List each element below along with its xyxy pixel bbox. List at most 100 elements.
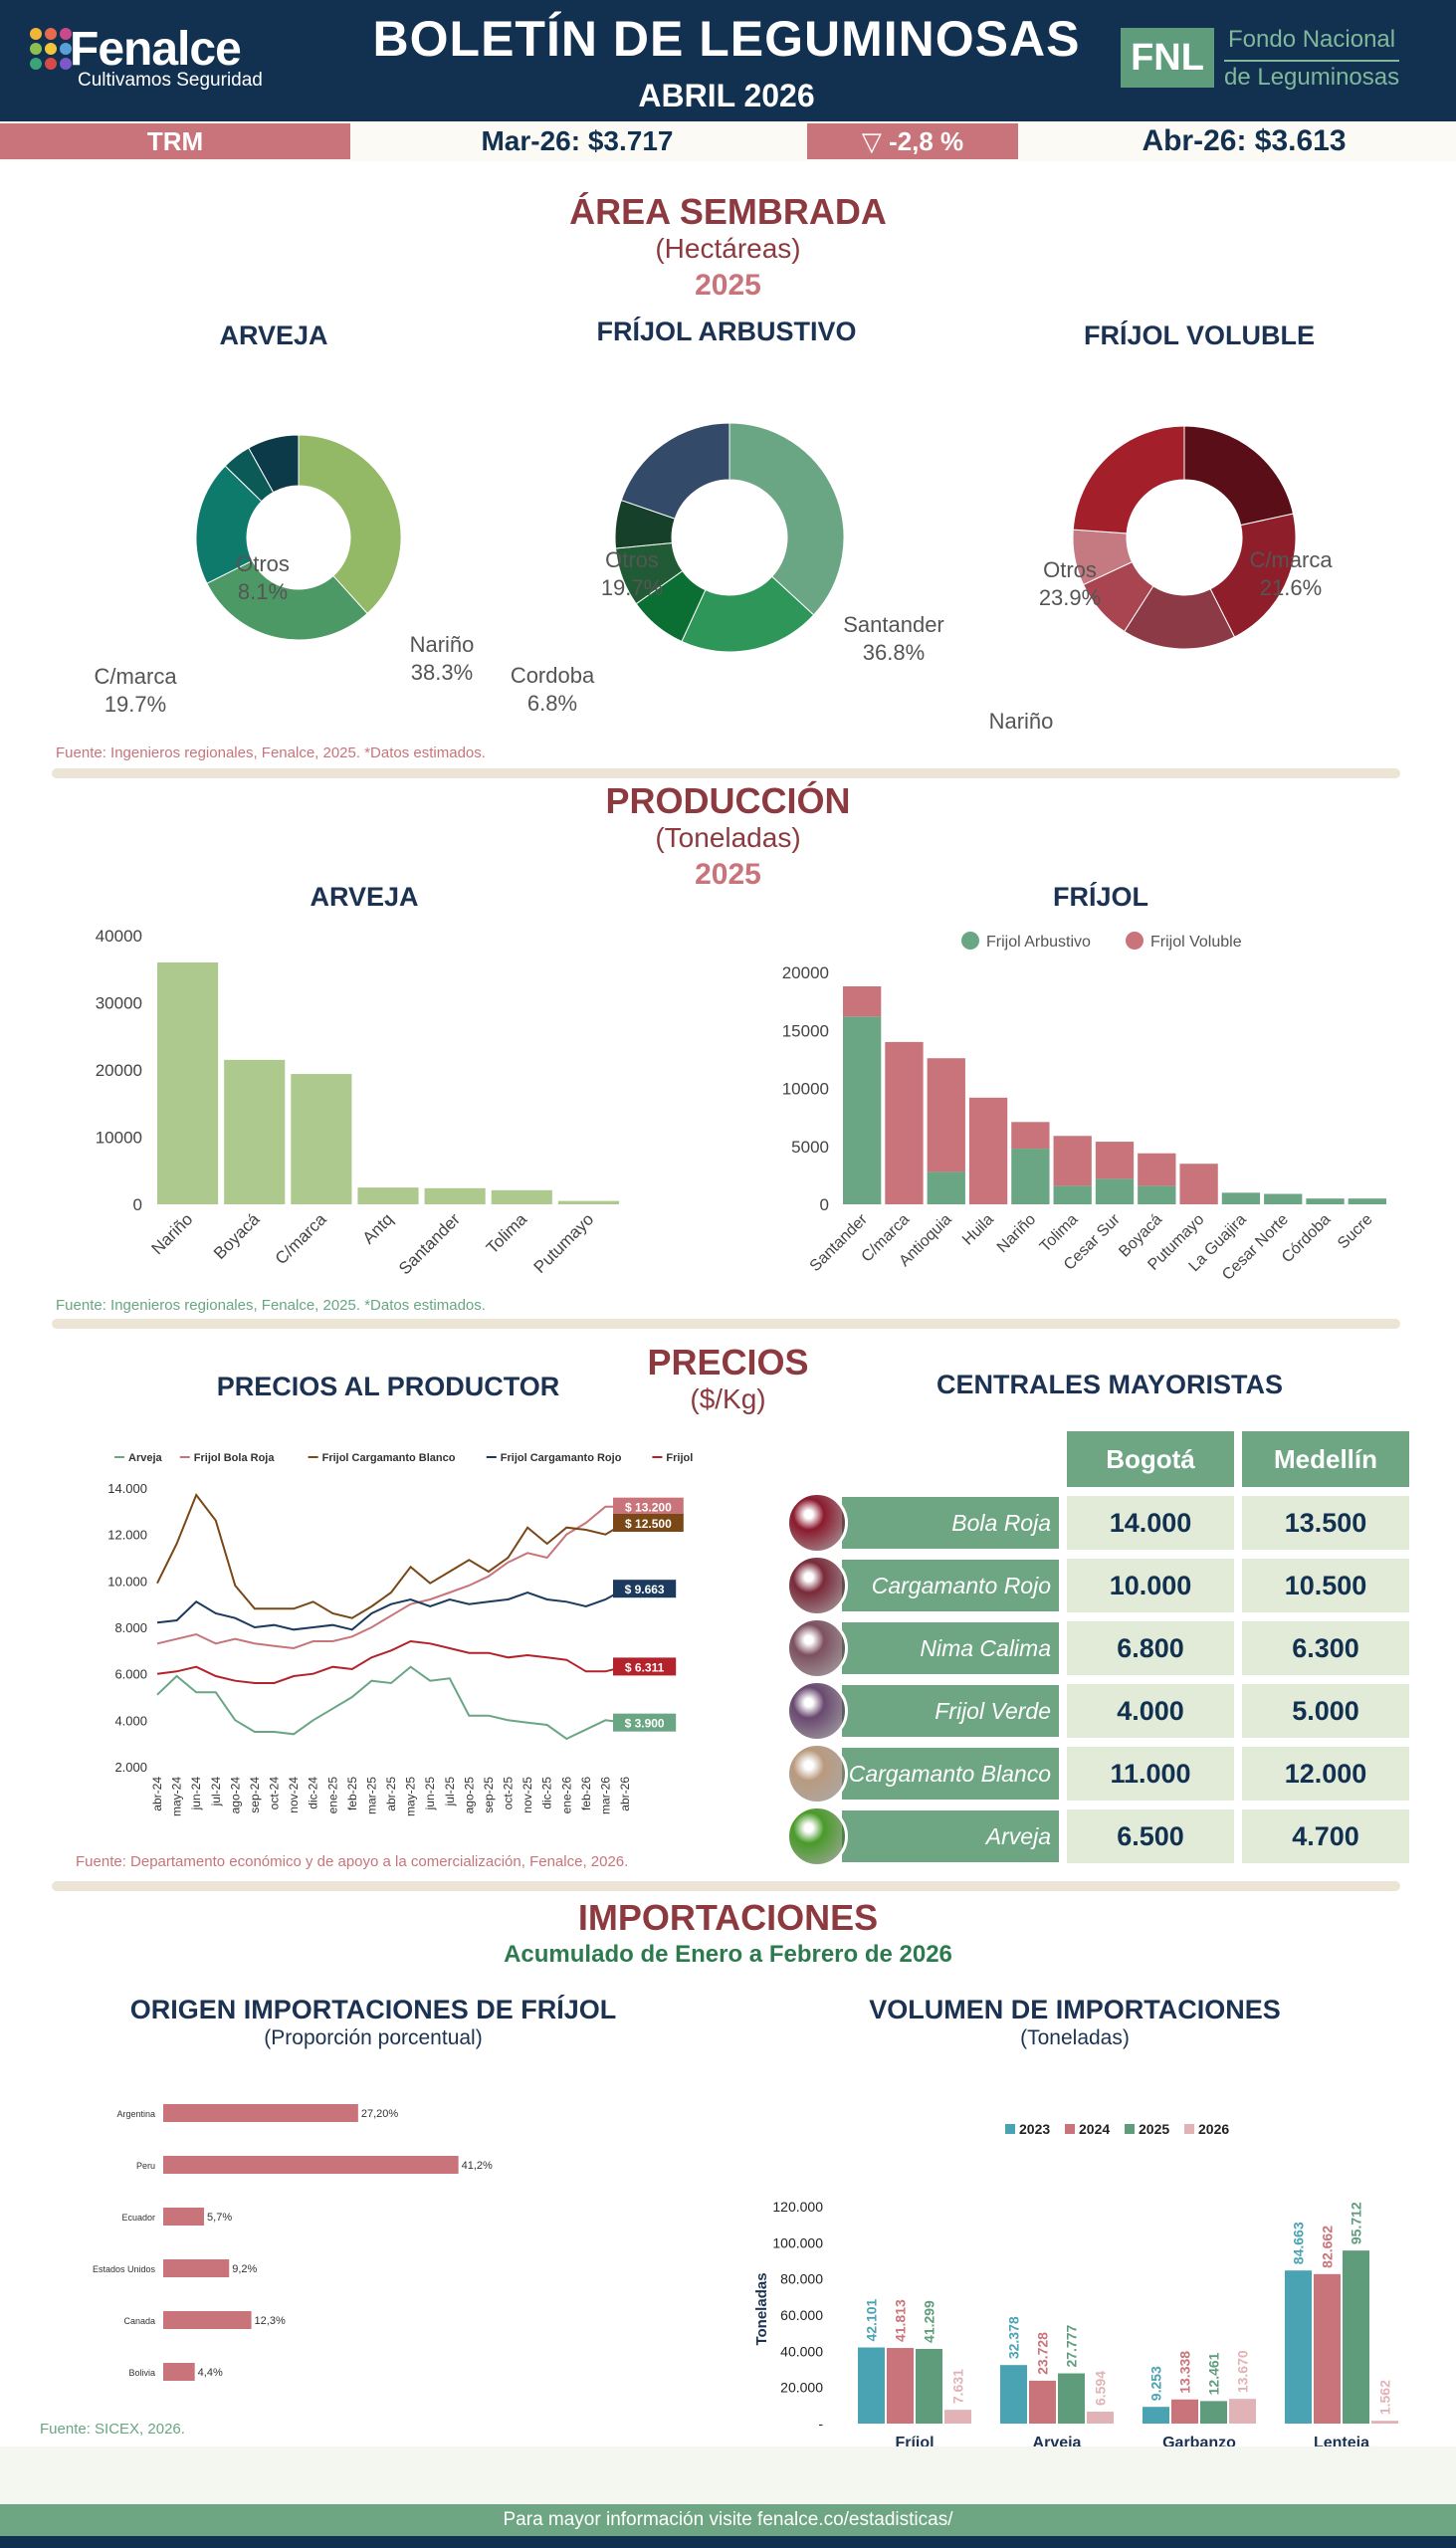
arbustivo-label-name: Otros xyxy=(605,547,659,572)
bean-thumbnail-icon xyxy=(786,1492,848,1554)
price-ytick: 8.000 xyxy=(114,1620,147,1635)
arveja-label-value: 19.7% xyxy=(104,692,166,717)
price-xtick: may-25 xyxy=(404,1777,418,1816)
price-legend-label: Frijol Nima Calima xyxy=(666,1452,697,1464)
price-xtick: jul-25 xyxy=(443,1777,457,1807)
wholesale-medellin-value: 13.500 xyxy=(1242,1496,1409,1550)
area-source: Fuente: Ingenieros regionales, Fenalce, … xyxy=(56,744,486,761)
volume-bar xyxy=(858,2347,885,2424)
imports-source: Fuente: SICEX, 2026. xyxy=(40,2421,185,2438)
volume-legend-swatch xyxy=(1065,2124,1075,2134)
arveja-slice xyxy=(195,465,263,584)
donut-frijol-arbustivo: Santander36.8%Nariño20%Córdoba8.3%Antq.8… xyxy=(511,422,944,716)
volume-value-label: 13.670 xyxy=(1235,2350,1251,2393)
volume-ylabel: Toneladas xyxy=(753,2272,770,2345)
bean-thumbnail-icon xyxy=(786,1743,848,1805)
wholesale-col-bogota: Bogotá xyxy=(1067,1431,1234,1487)
voluble-slice xyxy=(1072,425,1185,534)
fenalce-logo-icon xyxy=(30,28,72,70)
trm-april-value: Abr-26: $3.613 xyxy=(1142,124,1347,157)
volume-value-label: 7.631 xyxy=(950,2369,966,2404)
production-frijol-chart: Frijol Arbustivo Frijol Voluble 0 5000 10000… xyxy=(782,932,1386,1284)
wholesale-medellin-value: 5.000 xyxy=(1242,1684,1409,1738)
frijol-bar-voluble xyxy=(1138,1153,1176,1186)
frijol-bar-voluble xyxy=(885,1041,924,1204)
arveja-label-name: Otros xyxy=(236,551,290,576)
price-end-label: $ 13.200 xyxy=(625,1501,672,1515)
frijol-bar-arbustivo xyxy=(927,1171,965,1204)
arveja-xtick: Santander xyxy=(395,1209,464,1278)
arveja-xtick: C/marca xyxy=(272,1209,330,1268)
frijol-bar-arbustivo xyxy=(1221,1192,1261,1204)
price-end-label-box xyxy=(613,1580,677,1598)
frijol-ytick: 5000 xyxy=(791,1138,829,1157)
volume-value-label: 41.299 xyxy=(922,2300,937,2343)
arveja-xtick: Nariño xyxy=(148,1209,197,1258)
volume-value-label: 12.461 xyxy=(1206,2352,1222,2395)
price-ytick: 12.000 xyxy=(107,1528,147,1543)
volume-legend-label: 2026 xyxy=(1198,2121,1229,2137)
volume-ytick: 120.000 xyxy=(772,2199,823,2215)
origin-bar xyxy=(163,2363,195,2381)
producer-prices-chart: Arveja Frijol Bola Roja Frijol Cargamanto … xyxy=(107,1452,697,1816)
volume-bar xyxy=(1200,2401,1227,2424)
price-xtick: jun-24 xyxy=(189,1777,203,1811)
volume-legend-label: 2024 xyxy=(1079,2121,1110,2137)
origin-value-label: 27,20% xyxy=(361,2108,399,2120)
price-xtick: abr-26 xyxy=(618,1777,632,1811)
bean-thumbnail-icon xyxy=(786,1617,848,1679)
origin-bar xyxy=(163,2311,252,2329)
voluble-label-name: Nariño xyxy=(989,709,1054,734)
voluble-label-name: Otros xyxy=(1043,557,1097,582)
wholesale-medellin-value: 6.300 xyxy=(1242,1621,1409,1675)
frijol-legend-label: Frijol Voluble xyxy=(1150,934,1242,951)
volume-value-label: 41.813 xyxy=(893,2299,909,2342)
price-end-label: $ 12.500 xyxy=(625,1517,672,1531)
footer-text: Para mayor información visite fenalce.co… xyxy=(0,2504,1456,2536)
volume-category-label: Garbanzo xyxy=(1162,2435,1236,2448)
frijol-xtick: Sucre xyxy=(1335,1211,1376,1253)
area-section-year: 2025 xyxy=(695,269,761,302)
voluble-slice xyxy=(1183,425,1295,527)
donut-frijol-voluble: C/marca21.6%Huila21%Antq16.5%Tolima9%Nar… xyxy=(989,425,1333,734)
wholesale-medellin-value: 4.700 xyxy=(1242,1809,1409,1863)
volume-bar xyxy=(1229,2399,1256,2424)
price-series-line xyxy=(156,1639,626,1684)
price-xtick: abr-25 xyxy=(384,1777,398,1811)
arveja-xtick: Boyacá xyxy=(210,1209,264,1263)
voluble-label-value: 21.6% xyxy=(1260,575,1322,600)
imports-subtitle: Acumulado de Enero a Febrero de 2026 xyxy=(504,1941,952,1968)
price-legend-label: Frijol Cargamanto Blanco xyxy=(322,1452,456,1464)
area-section-title: ÁREA SEMBRADA xyxy=(569,191,887,232)
price-xtick: nov-25 xyxy=(520,1777,534,1813)
volume-value-label: 84.663 xyxy=(1291,2222,1307,2264)
divider xyxy=(52,1881,1400,1891)
page-subtitle: ABRIL 2026 xyxy=(638,78,815,113)
production-arveja-chart: 0 10000 20000 30000 40000 Nariño Boyacá C/marca… xyxy=(96,927,619,1278)
volume-bar xyxy=(887,2348,914,2424)
arveja-xtick: Putumayo xyxy=(530,1209,598,1277)
price-xtick: dic-25 xyxy=(540,1777,554,1809)
arbustivo-label-value: 6.8% xyxy=(527,691,577,716)
wholesale-product: Arveja xyxy=(842,1810,1059,1862)
volume-value-label: 32.378 xyxy=(1006,2316,1022,2359)
wholesale-bogota-value: 10.000 xyxy=(1067,1559,1234,1612)
arveja-label-value: 38.3% xyxy=(411,660,473,685)
volume-value-label: 42.101 xyxy=(864,2298,880,2341)
volume-bar xyxy=(1058,2373,1085,2424)
volume-value-label: 95.712 xyxy=(1349,2202,1364,2244)
frijol-legend-label: Frijol Arbustivo xyxy=(986,934,1091,951)
arbustivo-slice xyxy=(681,575,815,653)
imports-section-title: IMPORTACIONES xyxy=(577,1897,879,1938)
volume-bar xyxy=(1314,2273,1341,2424)
arveja-bar xyxy=(424,1187,486,1204)
origin-value-label: 41,2% xyxy=(462,2160,493,2172)
footer-base xyxy=(0,2536,1456,2548)
frijol-bar-arbustivo xyxy=(1011,1149,1050,1204)
volume-category-label: Lenteja xyxy=(1314,2435,1369,2448)
production-section-title: PRODUCCIÓN xyxy=(605,780,851,821)
trm-march-value: Mar-26: $3.717 xyxy=(481,125,674,156)
wholesale-medellin-value: 10.500 xyxy=(1242,1559,1409,1612)
volume-bar xyxy=(1029,2380,1056,2424)
arveja-slice xyxy=(298,434,402,615)
